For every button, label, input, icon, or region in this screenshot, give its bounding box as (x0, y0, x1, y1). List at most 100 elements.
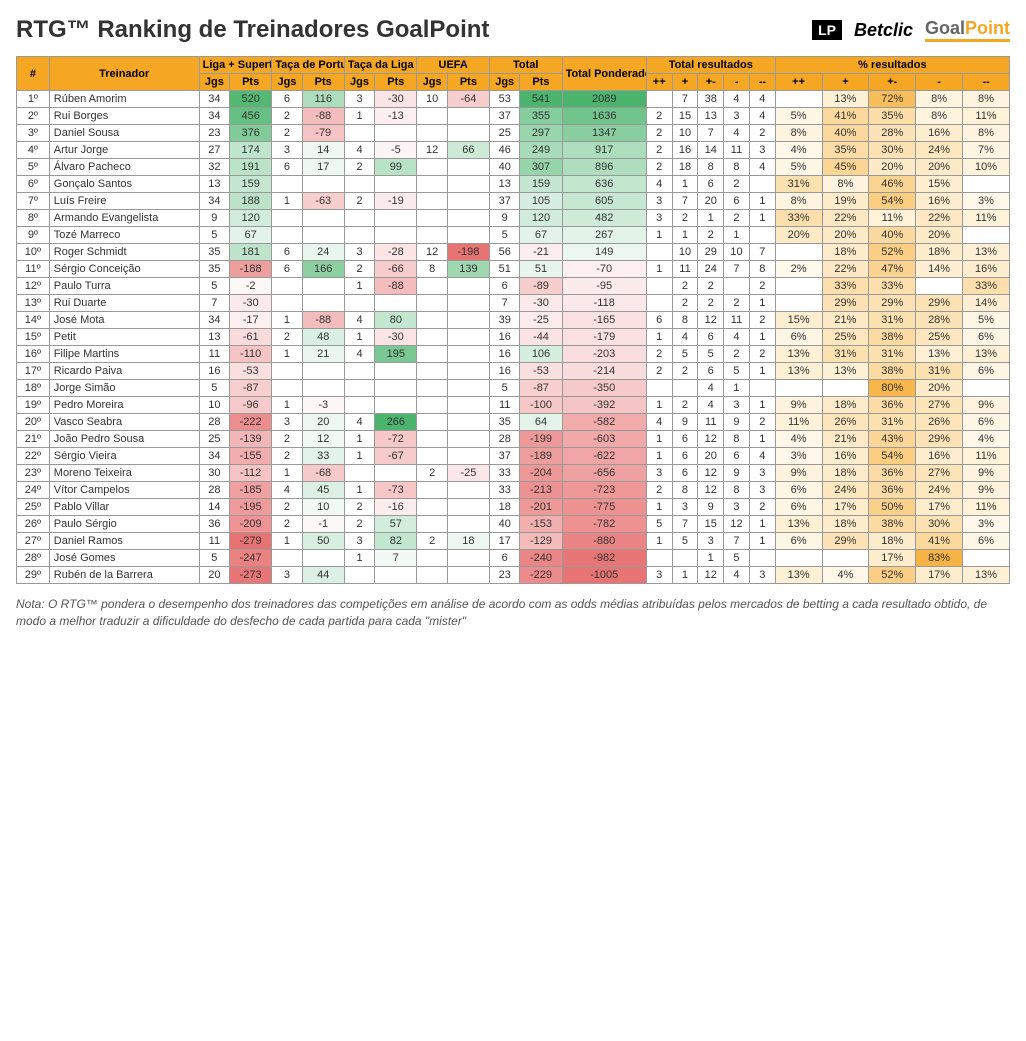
res-2: 1 (698, 210, 724, 227)
res-0: 2 (646, 159, 672, 176)
res-1: 1 (672, 227, 698, 244)
table-row: 5ºÁlvaro Pacheco321916172994030789621888… (17, 159, 1010, 176)
pct-3: 16% (916, 193, 963, 210)
rank-cell: 8º (17, 210, 50, 227)
rtg-cell: -723 (562, 482, 646, 499)
liga-jgs: 34 (199, 91, 229, 108)
pct-4: 13% (963, 567, 1010, 584)
tl-pts: -30 (375, 329, 417, 346)
tp-jgs: 1 (272, 193, 302, 210)
tl-jgs: 2 (344, 499, 374, 516)
tl-pts (375, 397, 417, 414)
pct-2: 54% (869, 448, 916, 465)
tot-pts: 106 (520, 346, 562, 363)
table-row: 25ºPablo Villar14-1952102-1618-201-77513… (17, 499, 1010, 516)
sponsor-logos: LP Betclic GoalPoint (812, 18, 1010, 42)
tl-pts: -13 (375, 108, 417, 125)
name-cell: José Gomes (49, 550, 199, 567)
pct-1: 31% (822, 346, 869, 363)
ranking-table: # Treinador Liga + Supertaça Taça de Por… (16, 56, 1010, 584)
res-3: 5 (724, 363, 750, 380)
tp-pts (302, 380, 344, 397)
liga-pts: -30 (230, 295, 272, 312)
pct-3: 24% (916, 142, 963, 159)
tp-pts: 48 (302, 329, 344, 346)
res-1: 7 (672, 193, 698, 210)
uefa-jgs (417, 397, 447, 414)
col-pct-label: + (822, 74, 869, 91)
pct-4: 7% (963, 142, 1010, 159)
res-1: 1 (672, 567, 698, 584)
rank-cell: 27º (17, 533, 50, 550)
pct-4: 3% (963, 516, 1010, 533)
tp-jgs: 1 (272, 465, 302, 482)
pct-2: 38% (869, 363, 916, 380)
res-0: 3 (646, 210, 672, 227)
col-totalres: Total resultados (646, 57, 775, 74)
res-0: 2 (646, 108, 672, 125)
res-4: 1 (749, 363, 775, 380)
tl-jgs (344, 567, 374, 584)
uefa-jgs (417, 329, 447, 346)
rank-cell: 10º (17, 244, 50, 261)
pct-2: 38% (869, 516, 916, 533)
rank-cell: 19º (17, 397, 50, 414)
col-jgs: Jgs (199, 74, 229, 91)
pct-3: 83% (916, 550, 963, 567)
pct-2: 36% (869, 465, 916, 482)
pct-1: 35% (822, 142, 869, 159)
table-row: 12ºPaulo Turra5-21-886-89-9522233%33%33% (17, 278, 1010, 295)
rtg-cell: 267 (562, 227, 646, 244)
pct-4: 6% (963, 363, 1010, 380)
pct-2: 20% (869, 159, 916, 176)
pct-2: 52% (869, 567, 916, 584)
table-row: 29ºRubén de la Barrera20-27334423-229-10… (17, 567, 1010, 584)
rtg-cell: -603 (562, 431, 646, 448)
pct-4: 9% (963, 465, 1010, 482)
tp-jgs: 2 (272, 516, 302, 533)
uefa-pts (447, 312, 489, 329)
rank-cell: 21º (17, 431, 50, 448)
tp-pts: 14 (302, 142, 344, 159)
tp-pts: -79 (302, 125, 344, 142)
res-3: 2 (724, 295, 750, 312)
liga-jgs: 11 (199, 346, 229, 363)
pct-0: 5% (775, 159, 822, 176)
res-2: 8 (698, 159, 724, 176)
rtg-cell: -880 (562, 533, 646, 550)
tot-pts: 120 (520, 210, 562, 227)
res-3: 4 (724, 329, 750, 346)
tp-pts: 50 (302, 533, 344, 550)
uefa-pts (447, 125, 489, 142)
tl-jgs: 1 (344, 482, 374, 499)
res-2: 12 (698, 431, 724, 448)
col-jgs: Jgs (489, 74, 519, 91)
res-1: 4 (672, 329, 698, 346)
res-3: 7 (724, 533, 750, 550)
uefa-pts (447, 380, 489, 397)
res-4: 2 (749, 312, 775, 329)
pct-2: 72% (869, 91, 916, 108)
tot-jgs: 6 (489, 550, 519, 567)
pct-3: 22% (916, 210, 963, 227)
tl-jgs (344, 210, 374, 227)
uefa-pts (447, 295, 489, 312)
res-2: 24 (698, 261, 724, 278)
pct-1: 21% (822, 312, 869, 329)
liga-pts: 174 (230, 142, 272, 159)
liga-jgs: 34 (199, 312, 229, 329)
tp-pts: 21 (302, 346, 344, 363)
res-3: 3 (724, 499, 750, 516)
tl-jgs: 1 (344, 329, 374, 346)
pct-1: 19% (822, 193, 869, 210)
uefa-jgs (417, 516, 447, 533)
res-2: 2 (698, 278, 724, 295)
tl-jgs (344, 380, 374, 397)
pct-3: 20% (916, 159, 963, 176)
pct-4: 8% (963, 125, 1010, 142)
pct-0: 6% (775, 533, 822, 550)
tp-pts: 33 (302, 448, 344, 465)
tp-pts (302, 550, 344, 567)
name-cell: João Pedro Sousa (49, 431, 199, 448)
liga-jgs: 34 (199, 193, 229, 210)
